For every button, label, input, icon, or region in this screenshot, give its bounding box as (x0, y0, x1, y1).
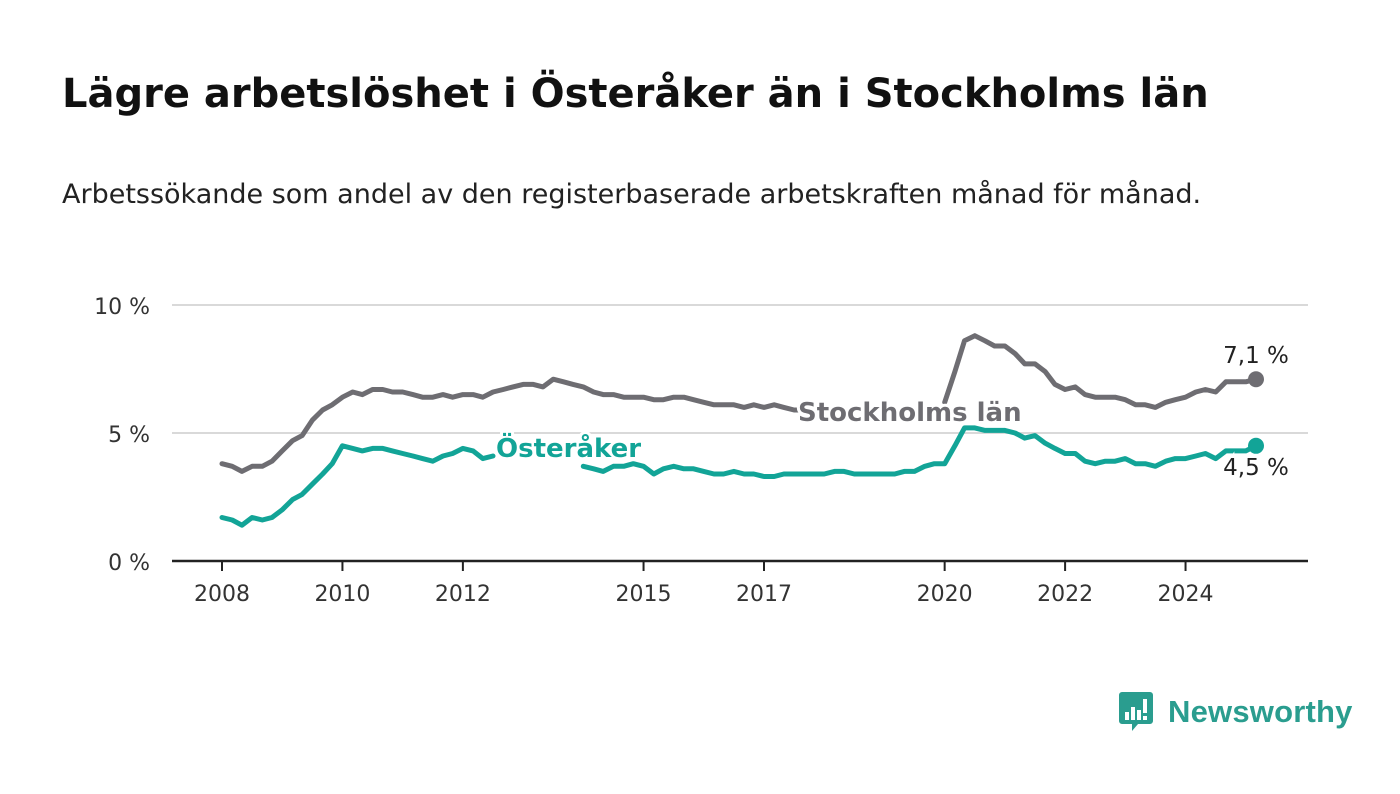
y-tick-label: 10 % (94, 295, 150, 320)
series-name-label: Stockholms län (798, 398, 1022, 428)
y-tick-label: 5 % (108, 423, 150, 448)
chart-title: Lägre arbetslöshet i Österåker än i Stoc… (62, 71, 1209, 117)
grid-lines (172, 304, 1308, 434)
series-end-value-label: 7,1 % (1223, 343, 1289, 369)
series-name-label: Österåker (496, 431, 641, 464)
x-tick-label: 2022 (1037, 582, 1093, 607)
x-tick-label: 2012 (435, 582, 491, 607)
series-line (219, 333, 1259, 474)
series-end-point (1248, 437, 1264, 454)
x-tick-label: 2008 (194, 582, 250, 607)
labels: Stockholms län 7,1 % Österåker 4,5 % (493, 341, 1291, 484)
brand-logo[interactable]: Newsworthy (1118, 690, 1353, 734)
brand-name[interactable]: Newsworthy (1168, 694, 1353, 729)
x-tick-label: 2015 (616, 582, 672, 607)
x-tick-label: 2020 (917, 582, 973, 607)
x-tick-label: 2010 (314, 582, 370, 607)
x-tick-label: 2024 (1158, 582, 1214, 607)
series-end-point (1248, 371, 1264, 388)
series-lines (219, 333, 1264, 528)
newsworthy-logo-icon (1119, 692, 1153, 731)
series-line (219, 425, 1259, 528)
chart-subtitle: Arbetssökande som andel av den registerb… (62, 179, 1202, 210)
x-tick-label: 2017 (736, 582, 792, 607)
series-end-value-label: 4,5 % (1223, 455, 1289, 481)
axes: 0 % 5 % 10 % 2008 2010 2012 2015 2017 2020 2022 20… (94, 295, 1308, 607)
y-tick-label: 0 % (108, 551, 150, 576)
